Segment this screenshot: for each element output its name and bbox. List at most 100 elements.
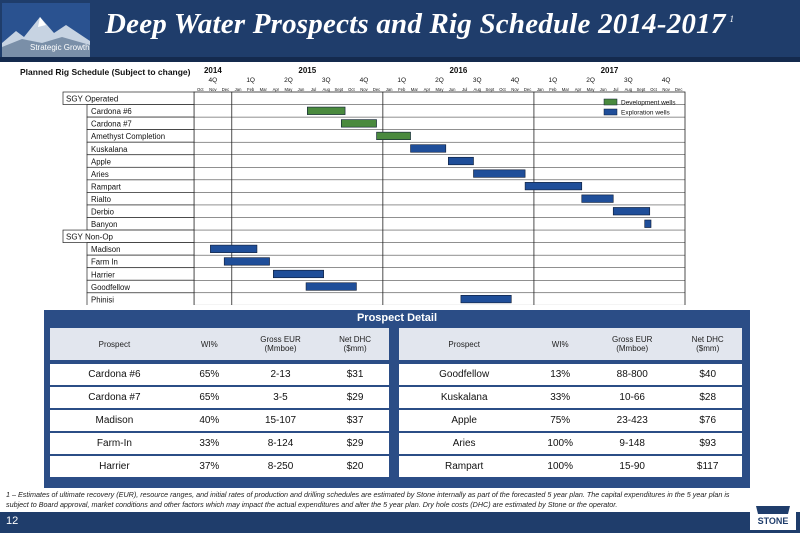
quarter-label: 1Q: [397, 77, 406, 84]
table-cell: 8-250: [239, 454, 322, 477]
month-label: May: [587, 87, 596, 92]
schedule-row-label: Harrier: [91, 270, 115, 279]
table-row: Apple 75% 23-423 $76: [399, 408, 742, 432]
schedule-bar-exp: [273, 269, 324, 279]
month-label: May: [436, 87, 445, 92]
schedule-row-label: Cardona #7: [91, 120, 132, 129]
month-label: Mar: [411, 87, 419, 92]
table-cell: $93: [673, 431, 742, 455]
table-row: Harrier 37% 8-250 $20: [50, 454, 389, 477]
schedule-bar-exp: [410, 144, 447, 153]
table-row: Aries 100% 9-148 $93: [399, 431, 742, 455]
table-cell: $37: [321, 408, 389, 432]
month-label: Jul: [462, 87, 467, 92]
quarter-label: 1Q: [548, 77, 557, 84]
quarter-label: 4Q: [511, 77, 520, 84]
schedule-bar-exp: [581, 194, 614, 203]
schedule-bar-dev: [376, 131, 411, 140]
month-label: Oct: [499, 87, 506, 92]
table-cell: $31: [321, 360, 389, 386]
month-label: Mar: [260, 87, 268, 92]
schedule-bar-exp: [210, 244, 258, 253]
table-cell: 10-66: [591, 385, 674, 409]
month-label: Feb: [247, 87, 255, 92]
table-cell: 65%: [178, 385, 240, 409]
legend-swatch: [603, 108, 618, 116]
table-cell: Madison: [50, 408, 179, 432]
schedule-row-label: Rialto: [91, 195, 112, 204]
month-label: Nov: [360, 87, 368, 92]
table-cell: Kuskalana: [399, 385, 530, 409]
prospect-table-left: Prospect WI% Gross EUR (Mmboe) Net DHC ($mm…: [50, 328, 389, 477]
year-label: 2014: [204, 66, 222, 75]
schedule-label: Planned Rig Schedule (Subject to change): [20, 67, 191, 77]
table-cell: 100%: [529, 454, 592, 477]
title-bar: Strategic Growth Deep Water Prospects an…: [0, 0, 800, 62]
month-label: Jan: [235, 87, 242, 92]
month-label: Jun: [298, 87, 305, 92]
legend-label: Development wells: [621, 100, 676, 107]
column-header: Prospect: [50, 328, 179, 362]
schedule-row-label: Cardona #6: [91, 107, 132, 116]
table-cell: 33%: [529, 385, 592, 409]
table-cell: $28: [673, 385, 742, 409]
table-cell: 15-90: [591, 454, 674, 477]
page-title: Deep Water Prospects and Rig Schedule 20…: [105, 8, 735, 40]
table-row: Cardona #6 65% 2-13 $31: [50, 360, 389, 386]
month-label: Jul: [613, 87, 618, 92]
month-label: Apr: [273, 87, 280, 92]
schedule-bar-exp: [460, 294, 512, 304]
quarter-label: 2Q: [586, 77, 595, 84]
schedule-bar-exp: [305, 282, 357, 291]
month-label: Dec: [675, 87, 682, 92]
table-cell: 9-148: [591, 431, 674, 455]
table-row: Rampart 100% 15-90 $117: [399, 454, 742, 477]
month-label: Feb: [549, 87, 557, 92]
table-cell: Goodfellow: [399, 360, 530, 386]
footnote: 1 – Estimates of ultimate recovery (EUR)…: [6, 490, 730, 509]
month-label: Sept: [334, 87, 343, 92]
schedule-bar-exp: [612, 207, 651, 216]
table-cell: 37%: [178, 454, 240, 477]
table-cell: $117: [673, 454, 742, 477]
table-cell: 3-5: [239, 385, 322, 409]
month-label: Jun: [449, 87, 456, 92]
column-header: Gross EUR (Mmboe): [239, 328, 322, 362]
table-cell: 23-423: [591, 408, 674, 432]
month-label: Mar: [562, 87, 570, 92]
table-cell: Cardona #7: [50, 385, 179, 409]
group-row-label: SGY Non-Op: [66, 233, 114, 242]
month-label: Aug: [625, 87, 633, 92]
column-header: WI%: [529, 328, 592, 362]
schedule-bar-dev: [307, 106, 346, 115]
prospect-detail-title: Prospect Detail: [356, 312, 438, 324]
schedule-bar-exp: [223, 257, 270, 266]
month-label: Feb: [398, 87, 406, 92]
column-header: Prospect: [399, 328, 530, 362]
table-cell: $29: [321, 385, 389, 409]
schedule-row-label: Rampart: [91, 182, 122, 191]
table-cell: Farm-In: [50, 431, 179, 455]
schedule-row-box: [86, 292, 195, 305]
quarter-label: 4Q: [209, 77, 218, 84]
schedule-bar-exp: [473, 169, 526, 178]
column-header: WI%: [178, 328, 240, 362]
title-footnote-ref: 1: [729, 14, 735, 24]
table-row: Goodfellow 13% 88-800 $40: [399, 360, 742, 386]
schedule-row-label: Farm In: [91, 258, 118, 267]
schedule-row-label: Kuskalana: [91, 145, 128, 154]
month-label: Apr: [424, 87, 431, 92]
table-cell: $76: [673, 408, 742, 432]
table-row: Madison 40% 15-107 $37: [50, 408, 389, 432]
month-label: Dec: [373, 87, 380, 92]
page-number: 12: [6, 515, 19, 527]
schedule-row-label: Madison: [91, 245, 120, 254]
schedule-bar-exp: [524, 182, 583, 191]
table-cell: 75%: [529, 408, 592, 432]
table-cell: 2-13: [239, 360, 322, 386]
month-label: Apr: [575, 87, 582, 92]
schedule-row-label: Aries: [91, 170, 109, 179]
table-cell: 88-800: [591, 360, 674, 386]
table-cell: $29: [321, 431, 389, 455]
schedule-row-label: Apple: [91, 157, 111, 166]
